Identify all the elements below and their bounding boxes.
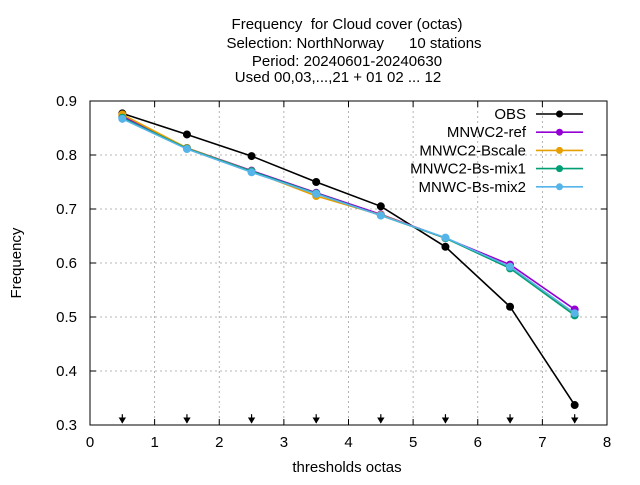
data-point: [118, 114, 127, 123]
threshold-arrow: [570, 414, 579, 424]
title-line-4: Used 00,03,...,21 + 01 02 ... 12: [235, 69, 441, 86]
data-point: [506, 302, 515, 311]
series-obs: [118, 109, 579, 410]
legend-label: OBS: [494, 106, 526, 123]
legend-entry: MNWC2-ref: [447, 124, 583, 141]
data-point: [312, 189, 321, 198]
x-tick-label: 6: [474, 434, 482, 451]
data-point: [376, 211, 385, 220]
data-point: [570, 401, 579, 410]
x-tick-label: 3: [280, 434, 288, 451]
y-tick-label: 0.4: [56, 363, 77, 380]
threshold-arrow: [441, 414, 450, 424]
threshold-arrow: [506, 414, 514, 424]
title-line-1: Frequency for Cloud cover (octas): [232, 16, 463, 33]
data-point: [441, 242, 450, 251]
legend-swatch-point: [556, 128, 563, 136]
legend-entry: MNWC-Bs-mix2: [419, 179, 583, 196]
x-axis-label: thresholds octas: [292, 459, 401, 476]
threshold-arrow: [377, 414, 385, 424]
grid-lines: [90, 101, 607, 425]
legend-swatch-point: [556, 110, 563, 118]
legend-entry: MNWC2-Bs-mix1: [410, 161, 583, 178]
legend-label: MNWC-Bs-mix2: [419, 179, 526, 196]
series-line: [122, 112, 576, 406]
x-tick-label: 0: [86, 434, 94, 451]
data-point: [312, 178, 321, 186]
series-mnwc-bs-mix2: [118, 114, 579, 318]
y-axis-label: Frequency: [8, 227, 25, 298]
x-tick-label: 4: [344, 434, 352, 451]
threshold-arrows: [118, 414, 579, 424]
threshold-arrow: [118, 414, 127, 424]
legend-swatch-point: [556, 183, 563, 191]
x-tick-label: 2: [215, 434, 223, 451]
legend-swatch-point: [556, 165, 563, 173]
y-tick-label: 0.7: [56, 201, 77, 218]
legend-entry: OBS: [494, 106, 583, 123]
data-point: [441, 233, 450, 242]
data-point: [182, 145, 191, 154]
legend-swatch-point: [556, 146, 563, 154]
legend-entry: MNWC2-Bscale: [419, 142, 583, 159]
legend-label: MNWC2-Bs-mix1: [410, 161, 526, 178]
series-line: [121, 118, 576, 314]
y-tick-label: 0.3: [56, 417, 77, 434]
threshold-arrow: [183, 414, 191, 424]
data-point: [247, 168, 256, 177]
x-tick-label: 8: [603, 434, 611, 451]
y-tick-label: 0.9: [56, 93, 77, 110]
legend-label: MNWC2-Bscale: [419, 142, 526, 159]
chart-title: Frequency for Cloud cover (octas) Select…: [226, 16, 481, 86]
data-point: [376, 202, 385, 211]
title-line-2: Selection: NorthNorway 10 stations: [226, 35, 481, 52]
title-line-3: Period: 20240601-20240630: [252, 53, 442, 70]
data-point: [570, 309, 579, 318]
data-series: [118, 109, 579, 410]
data-point: [247, 152, 256, 161]
y-tick-label: 0.6: [56, 255, 77, 272]
x-tick-label: 5: [409, 434, 417, 451]
x-tick-label: 7: [538, 434, 546, 451]
threshold-arrow: [247, 414, 256, 424]
threshold-arrow: [312, 414, 320, 424]
x-tick-label: 1: [150, 434, 158, 451]
data-point: [182, 130, 191, 139]
y-tick-label: 0.8: [56, 147, 77, 164]
axes: 0 1 2 3 4 5 6 7 8 0.3 0.4 0.5 0.6 0.7 0.8 0.9: [56, 93, 611, 451]
data-point: [506, 262, 515, 271]
legend-label: MNWC2-ref: [447, 124, 527, 141]
y-tick-label: 0.5: [56, 309, 77, 326]
